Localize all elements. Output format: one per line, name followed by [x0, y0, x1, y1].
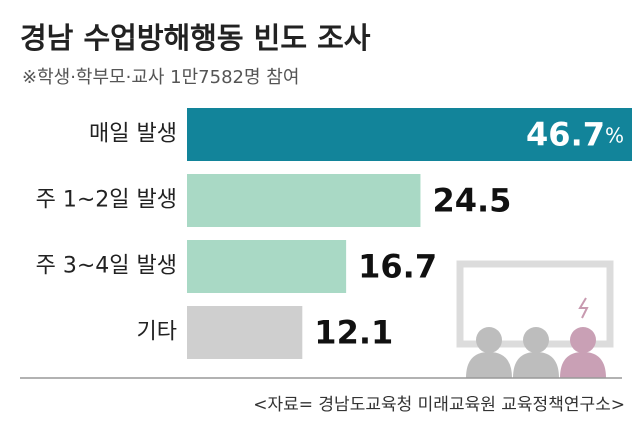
value-label: 24.5 [432, 182, 511, 220]
value-label: 46.7% [526, 116, 624, 154]
illustration [456, 260, 614, 378]
person-body [466, 352, 512, 378]
bar [187, 306, 303, 359]
chart-title: 경남 수업방해행동 빈도 조사 [20, 21, 371, 55]
person-body [560, 352, 606, 378]
person-head [570, 327, 596, 353]
bar [187, 240, 347, 293]
category-label: 매일 발생 [89, 122, 177, 147]
category-label: 주 1~2일 발생 [36, 188, 177, 213]
bar [187, 174, 421, 227]
source: <자료= 경남도교육청 미래교육원 교육정책연구소> [253, 395, 625, 415]
chart-subtitle: ※학생·학부모·교사 1만7582명 참여 [22, 67, 299, 88]
category-label: 기타 [137, 320, 177, 345]
value-label: 12.1 [314, 314, 393, 352]
person-body [513, 352, 559, 378]
value-label: 16.7 [358, 248, 437, 286]
person-head [523, 327, 549, 353]
person-head [476, 327, 502, 353]
spark [578, 297, 589, 319]
bar [187, 108, 632, 161]
category-label: 주 3~4일 발생 [36, 254, 177, 279]
